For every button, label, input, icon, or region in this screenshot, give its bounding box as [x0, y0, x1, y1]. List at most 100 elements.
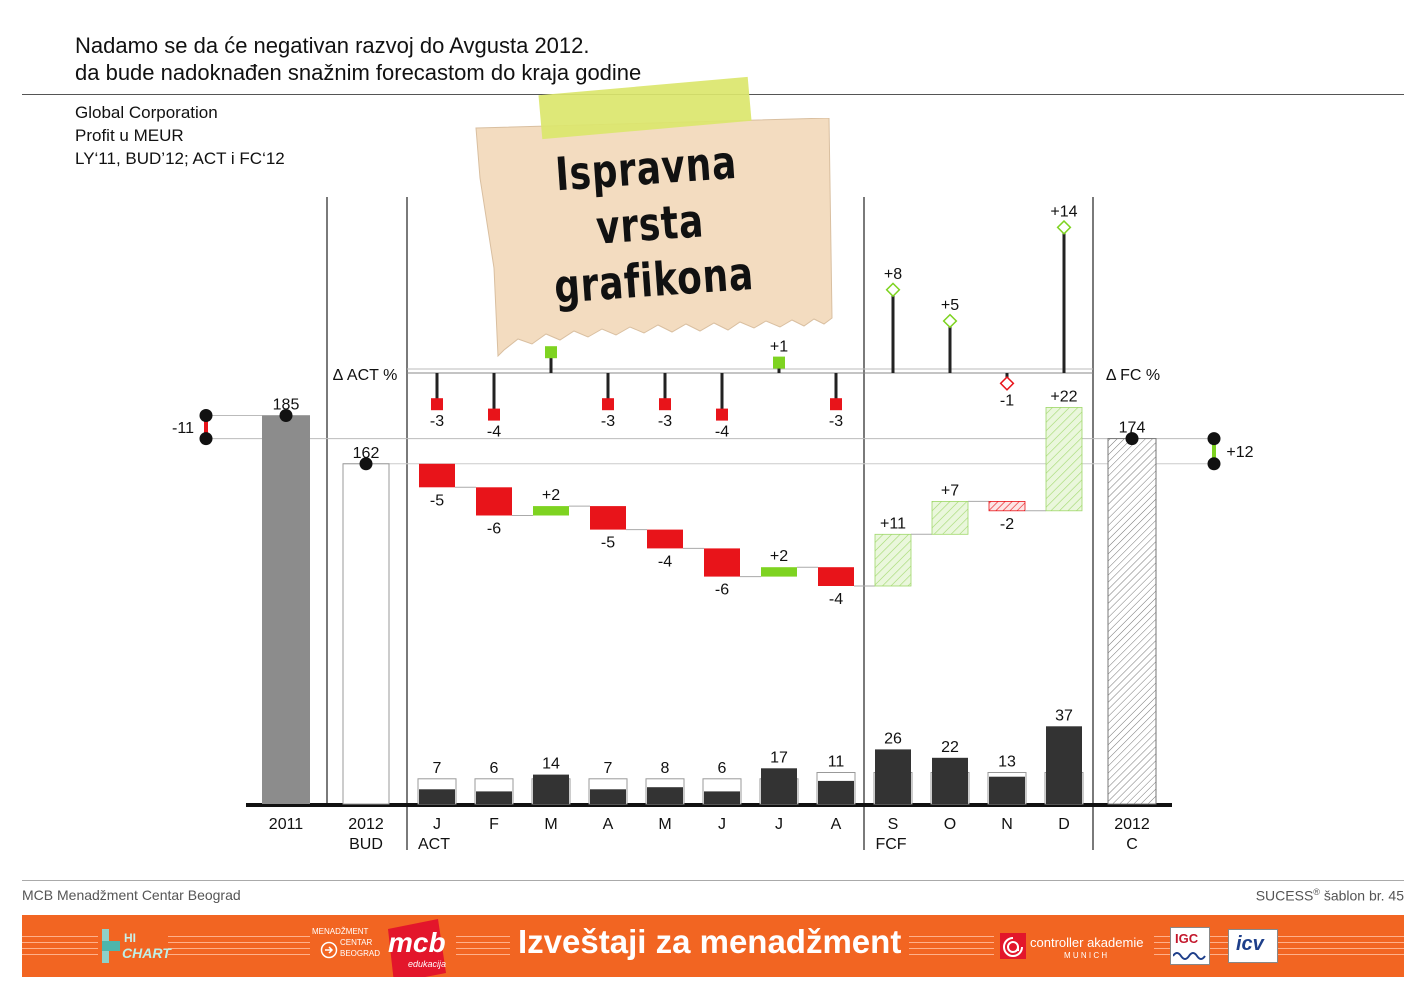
percent-marker	[773, 356, 785, 369]
page-title-line-1: Nadamo se da će negativan razvoj do Avgu…	[75, 33, 590, 58]
left-delta-label: -11	[172, 420, 194, 437]
ca-text: controller akademie	[1030, 935, 1144, 950]
percent-label: +5	[941, 297, 959, 314]
total-marker	[359, 457, 373, 471]
x-tick-label: 2011	[269, 816, 304, 833]
percent-marker	[942, 313, 958, 329]
right-delta-marker	[1207, 457, 1221, 471]
x-tick-label: A	[831, 816, 842, 833]
percent-marker	[830, 398, 842, 411]
x-tick-label: D	[1058, 816, 1070, 833]
percent-label: -1	[1000, 392, 1014, 409]
percent-label: -4	[487, 424, 501, 441]
igc-wave-icon	[1173, 952, 1206, 960]
percent-label: -3	[601, 413, 615, 430]
actual-bar	[476, 791, 512, 804]
total-bar-forecast	[1107, 438, 1157, 805]
percent-label: -3	[658, 413, 672, 430]
actual-bar	[533, 774, 569, 804]
variance-bar	[988, 500, 1026, 512]
x-tick-label: 2012	[348, 816, 384, 833]
total-value-label: 162	[353, 445, 380, 462]
percent-marker	[885, 282, 901, 298]
actual-bar	[419, 789, 455, 804]
month-value-label: 11	[828, 754, 845, 771]
percent-marker	[602, 398, 614, 411]
month-value-label: 7	[433, 760, 442, 777]
variance-label: +7	[941, 482, 959, 499]
actual-bar	[590, 789, 626, 804]
variance-bar	[1045, 406, 1083, 512]
total-value-label: 185	[273, 397, 300, 414]
variance-label: -2	[1000, 516, 1014, 533]
month-value-label: 37	[1055, 707, 1073, 724]
forecast-bar	[989, 776, 1025, 804]
month-value-label: 14	[542, 756, 560, 773]
forecast-bar	[1046, 726, 1082, 804]
percent-marker	[1056, 219, 1072, 235]
percent-marker	[431, 398, 443, 411]
variance-label: -4	[829, 591, 843, 608]
banner-title: Izveštaji za menadžment	[510, 923, 910, 961]
percent-label: +8	[884, 266, 902, 283]
month-value-label: 6	[490, 760, 499, 777]
month-value-label: 8	[661, 760, 670, 777]
hichart-mark-icon	[102, 929, 120, 963]
x-tick-label: M	[544, 816, 557, 833]
footer-template-number: šablon br. 45	[1319, 887, 1404, 904]
month-value-label: 22	[941, 739, 959, 756]
variance-bar	[533, 506, 569, 516]
actual-bar	[704, 791, 740, 804]
actual-bar	[647, 787, 683, 804]
sticky-note	[474, 117, 834, 358]
variance-label: -6	[487, 521, 501, 538]
x-tick-sublabel: BUD	[349, 836, 383, 853]
controller-akademie-logo: controller akademie M U N I C H	[994, 929, 1154, 965]
variance-bar	[704, 548, 740, 577]
mcb-badge-icon	[388, 919, 446, 977]
month-value-label: 7	[604, 760, 613, 777]
arrow-circle-icon	[320, 941, 338, 959]
registered-mark: ®	[1313, 887, 1320, 897]
x-tick-label: J	[718, 816, 726, 833]
x-tick-label: J	[433, 816, 441, 833]
variance-label: -4	[658, 553, 672, 570]
variance-label: -5	[430, 492, 444, 509]
variance-bar	[590, 506, 626, 530]
month-value-label: 26	[884, 730, 902, 747]
percent-label: -3	[829, 413, 843, 430]
variance-bar	[818, 567, 854, 586]
mcb-small-1: MENADŽMENT	[312, 927, 369, 936]
percent-marker	[545, 346, 557, 359]
percent-label: +14	[1050, 203, 1077, 220]
total-marker	[279, 409, 293, 422]
mcb-logo: MENADŽMENT CENTAR BEOGRAD mcb edukacija	[310, 919, 456, 977]
x-tick-label: M	[658, 816, 671, 833]
group-label-fcf: FCF	[875, 836, 906, 853]
at-sign-icon	[1000, 933, 1026, 959]
subtitle-company: Global Corporation	[75, 103, 218, 122]
month-value-label: 13	[998, 754, 1016, 771]
x-tick-label: 2012	[1114, 816, 1150, 833]
igc-logo: IGC	[1170, 927, 1210, 965]
footer-banner: HI CHART MENADŽMENT CENTAR BEOGRAD mcb e…	[22, 915, 1404, 977]
subtitle-measure: Profit u MEUR	[75, 126, 184, 145]
mcb-subtext: edukacija	[408, 959, 447, 969]
x-tick-sublabel: C	[1126, 836, 1138, 853]
total-marker	[1125, 432, 1139, 446]
subtitle-scenarios: LY‘11, BUD’12; ACT i FC‘12	[75, 149, 285, 168]
percent-marker	[488, 408, 500, 421]
mcb-small-2: CENTAR	[340, 938, 373, 947]
total-bar-2011	[262, 415, 310, 804]
variance-label: -6	[715, 582, 729, 599]
page-title-line-2: da bude nadoknađen snažnim forecastom do…	[75, 60, 642, 85]
variance-bar	[419, 463, 455, 488]
variance-label: +2	[542, 487, 560, 504]
act-percent-label: Δ ACT %	[333, 367, 398, 384]
variance-label: -5	[601, 535, 615, 552]
variance-label: +2	[770, 548, 788, 565]
forecast-bar	[875, 749, 911, 804]
ca-subtext: M U N I C H	[1064, 951, 1108, 960]
mcb-small-3: BEOGRAD	[340, 949, 381, 958]
hichart-logo: HI CHART	[98, 929, 171, 965]
